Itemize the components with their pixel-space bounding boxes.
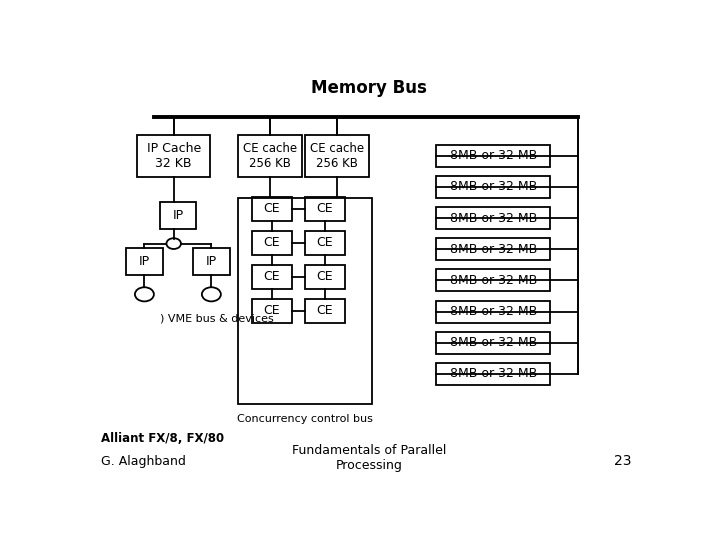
Text: IP: IP — [139, 255, 150, 268]
FancyBboxPatch shape — [305, 299, 345, 323]
Text: 8MB or 32 MB: 8MB or 32 MB — [449, 305, 537, 318]
FancyBboxPatch shape — [252, 231, 292, 255]
Text: CE: CE — [317, 271, 333, 284]
Text: Concurrency control bus: Concurrency control bus — [237, 414, 373, 424]
Text: CE: CE — [264, 305, 280, 318]
Text: ) VME bus & devices: ) VME bus & devices — [160, 313, 274, 323]
Text: CE: CE — [264, 237, 280, 249]
FancyBboxPatch shape — [436, 363, 550, 385]
Text: 8MB or 32 MB: 8MB or 32 MB — [449, 367, 537, 381]
Text: CE: CE — [317, 202, 333, 215]
Text: 8MB or 32 MB: 8MB or 32 MB — [449, 242, 537, 256]
FancyBboxPatch shape — [436, 145, 550, 167]
FancyBboxPatch shape — [436, 176, 550, 198]
Text: CE cache
256 KB: CE cache 256 KB — [243, 142, 297, 170]
FancyBboxPatch shape — [138, 136, 210, 177]
FancyBboxPatch shape — [436, 332, 550, 354]
Text: G. Alaghband: G. Alaghband — [101, 455, 186, 468]
FancyBboxPatch shape — [238, 136, 302, 177]
FancyBboxPatch shape — [305, 136, 369, 177]
Text: IP: IP — [206, 255, 217, 268]
Text: 8MB or 32 MB: 8MB or 32 MB — [449, 180, 537, 193]
FancyBboxPatch shape — [436, 238, 550, 260]
Text: Alliant FX/8, FX/80: Alliant FX/8, FX/80 — [101, 432, 225, 445]
FancyBboxPatch shape — [252, 197, 292, 221]
Text: CE: CE — [264, 271, 280, 284]
FancyBboxPatch shape — [160, 202, 196, 229]
FancyBboxPatch shape — [252, 265, 292, 289]
FancyBboxPatch shape — [436, 301, 550, 322]
Text: 8MB or 32 MB: 8MB or 32 MB — [449, 212, 537, 225]
Text: 23: 23 — [613, 454, 631, 468]
FancyBboxPatch shape — [436, 269, 550, 292]
FancyBboxPatch shape — [305, 231, 345, 255]
Text: Memory Bus: Memory Bus — [311, 79, 427, 97]
Text: 8MB or 32 MB: 8MB or 32 MB — [449, 274, 537, 287]
Text: CE: CE — [264, 202, 280, 215]
Text: CE: CE — [317, 305, 333, 318]
FancyBboxPatch shape — [305, 265, 345, 289]
Text: 8MB or 32 MB: 8MB or 32 MB — [449, 336, 537, 349]
FancyBboxPatch shape — [252, 299, 292, 323]
Text: CE cache
256 KB: CE cache 256 KB — [310, 142, 364, 170]
FancyBboxPatch shape — [193, 248, 230, 275]
Text: Fundamentals of Parallel
Processing: Fundamentals of Parallel Processing — [292, 444, 446, 472]
Text: 8MB or 32 MB: 8MB or 32 MB — [449, 149, 537, 162]
Text: CE: CE — [317, 237, 333, 249]
FancyBboxPatch shape — [305, 197, 345, 221]
FancyBboxPatch shape — [436, 207, 550, 229]
FancyBboxPatch shape — [126, 248, 163, 275]
Text: IP Cache
32 KB: IP Cache 32 KB — [147, 142, 201, 170]
Text: IP: IP — [172, 209, 184, 222]
